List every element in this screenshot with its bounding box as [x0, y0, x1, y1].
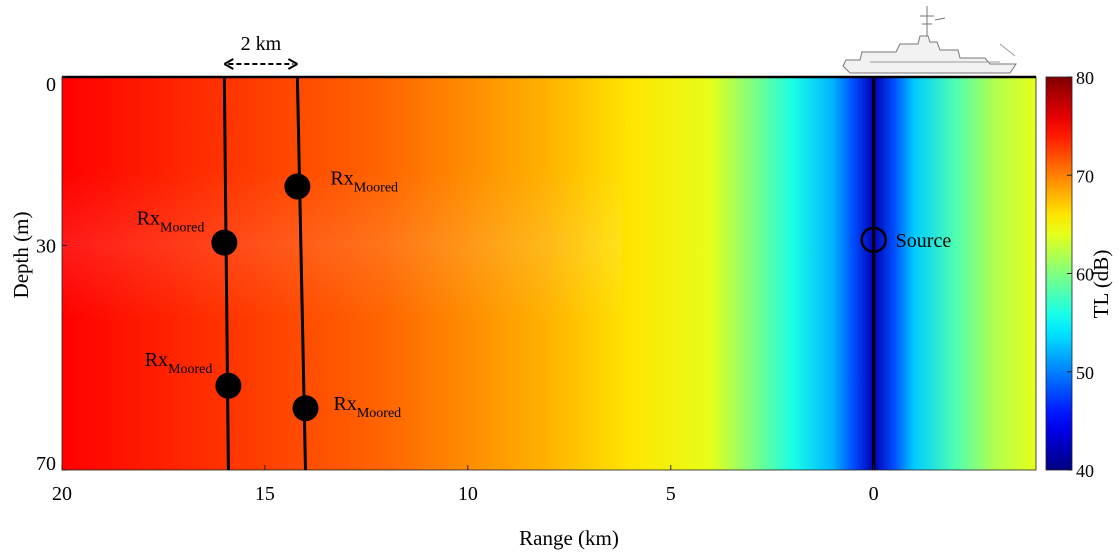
- receiver-label: RxMoored: [137, 208, 205, 236]
- receiver-label-subscript: Moored: [354, 180, 398, 195]
- colorbar-tick-label: 80: [1076, 68, 1094, 88]
- x-axis-label: Range (km): [519, 526, 619, 550]
- receiver-marker: [284, 173, 311, 200]
- receiver-label: RxMoored: [334, 393, 402, 421]
- y-tick-label: 70: [36, 453, 56, 475]
- x-tick-label: 5: [666, 483, 676, 505]
- receiver-label-main: Rx: [334, 393, 357, 415]
- mooring-line: [222, 76, 230, 471]
- source-marker: [860, 226, 887, 254]
- separation-arrow-head-left: [223, 58, 234, 70]
- y-axis-label: Depth (m): [9, 212, 33, 299]
- separation-arrow-head-right: [287, 58, 298, 70]
- colorbar-tick-label: 60: [1076, 265, 1094, 285]
- separation-label: 2 km: [241, 33, 282, 55]
- x-tick-layer: 20 15 10 5 0: [52, 465, 879, 505]
- receiver-label-subscript: Moored: [160, 221, 204, 236]
- colorbar-label: TL (dB): [1089, 250, 1113, 319]
- y-tick-label: 30: [36, 235, 56, 257]
- x-tick-label: 20: [52, 483, 72, 505]
- receiver-marker: [292, 395, 319, 422]
- receiver-label-subscript: Moored: [168, 362, 212, 377]
- heatmap-field: [62, 77, 1036, 470]
- y-tick-layer: 0 30 70: [36, 74, 67, 475]
- x-tick-label: 15: [255, 483, 275, 505]
- y-tick-label: 0: [46, 74, 56, 96]
- colorbar-tick-label: 40: [1076, 461, 1094, 481]
- receiver-label-main: Rx: [145, 349, 168, 371]
- receiver-label-subscript: Moored: [357, 406, 401, 421]
- annotation-layer: RxMooredRxMooredRxMooredRxMooredSource2 …: [137, 33, 952, 422]
- heatmap-midwater-band: [62, 170, 622, 320]
- x-tick-label: 0: [869, 483, 879, 505]
- receiver-label-main: Rx: [330, 167, 353, 189]
- receiver-label-main: Rx: [137, 208, 160, 230]
- ship-icon: [842, 6, 1017, 74]
- receiver-label: RxMoored: [145, 349, 213, 377]
- colorbar-tick-label: 50: [1076, 363, 1094, 383]
- receiver-label: RxMoored: [330, 167, 398, 195]
- colorbar-tick-layer: 80 70 60 50 40: [1067, 68, 1094, 481]
- x-tick-label: 10: [458, 483, 478, 505]
- colorbar-tick-label: 70: [1076, 166, 1094, 186]
- source-label: Source: [896, 230, 952, 252]
- receiver-marker: [215, 372, 242, 399]
- receiver-marker: [211, 229, 238, 256]
